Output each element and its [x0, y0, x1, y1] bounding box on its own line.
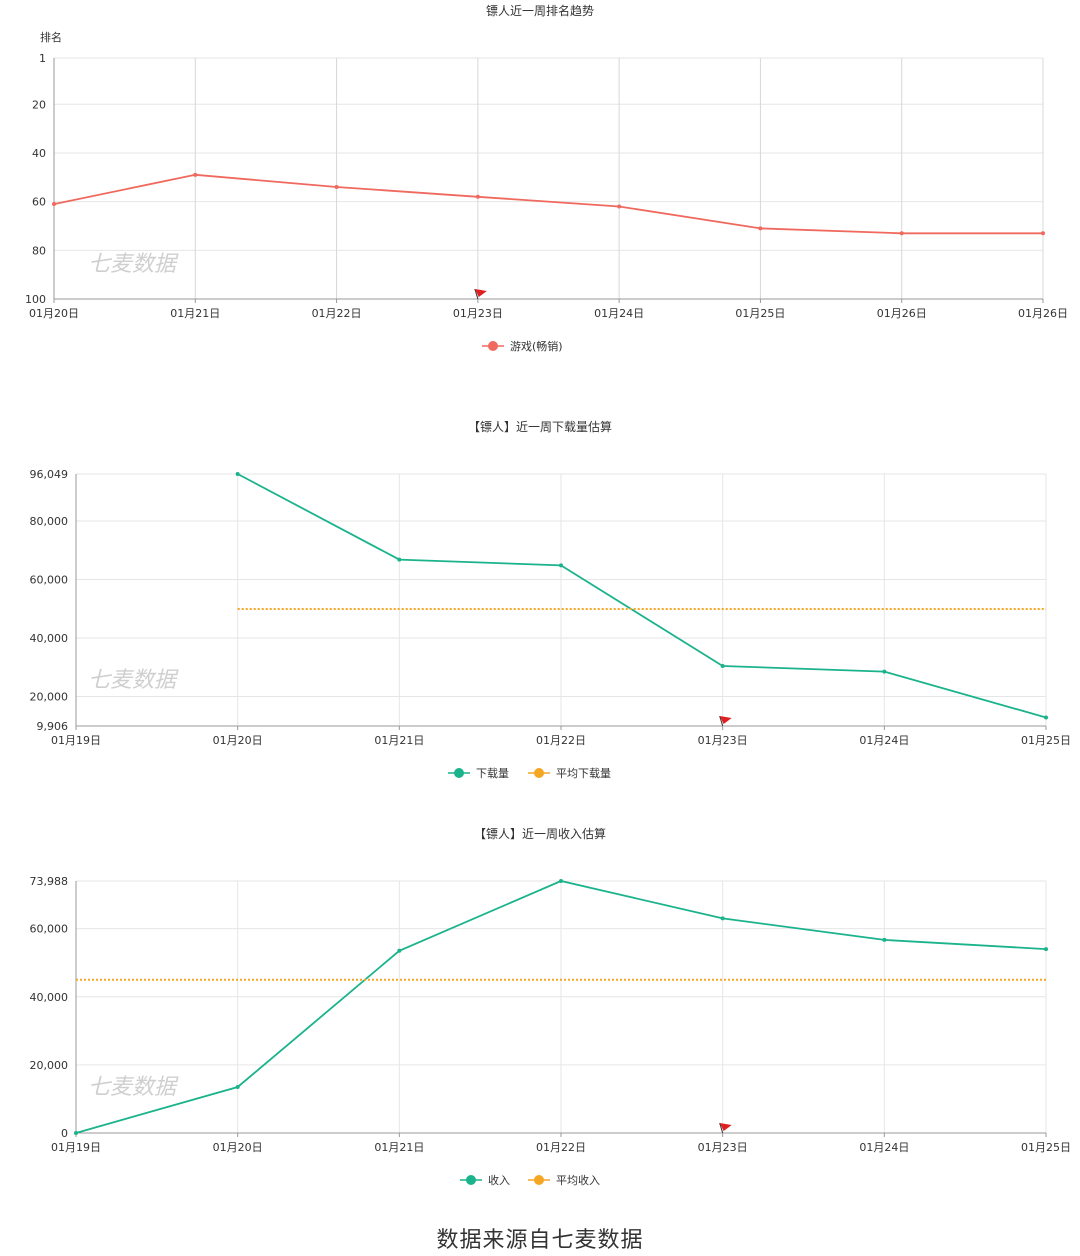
- legend-marker: [534, 1175, 544, 1185]
- data-point: [720, 916, 725, 921]
- y-tick-label: 40,000: [30, 991, 69, 1004]
- x-tick-label: 01月22日: [312, 307, 362, 320]
- data-point: [235, 472, 240, 476]
- data-point: [758, 226, 763, 231]
- watermark: 七麦数据: [88, 668, 179, 693]
- y-tick-label: 60,000: [30, 923, 69, 936]
- data-point: [334, 185, 339, 190]
- data-point: [559, 563, 563, 568]
- flag-pole: [719, 1122, 724, 1134]
- x-tick-label: 01月25日: [1021, 1141, 1071, 1154]
- data-point: [397, 557, 402, 562]
- x-tick-label: 01月26日: [1018, 307, 1068, 320]
- y-tick-label: 20: [32, 98, 46, 111]
- chart-title: 【镖人】近一周下载量估算: [468, 419, 612, 434]
- watermark: 七麦数据: [88, 1075, 179, 1100]
- download-estimate-chart: 【镖人】近一周下载量估算 9,906 20,000 40,000 60,000 80,00…: [30, 419, 1072, 780]
- legend-marker: [466, 1175, 476, 1185]
- legend-label: 收入: [488, 1173, 510, 1187]
- series-line: [53, 173, 1043, 235]
- legend-item: 平均收入: [528, 1173, 600, 1187]
- y-tick-label: 0: [61, 1127, 68, 1140]
- x-tick-label: 01月23日: [698, 734, 748, 747]
- x-tick-label: 01月23日: [698, 1141, 748, 1154]
- y-tick-label: 40,000: [30, 632, 69, 645]
- y-tick-label: 20,000: [30, 690, 69, 703]
- y-tick-label: 1: [39, 52, 46, 65]
- data-point: [74, 1131, 78, 1135]
- y-tick-label: 40: [32, 147, 46, 160]
- data-point: [475, 194, 480, 199]
- x-tick-label: 01月25日: [1021, 734, 1071, 747]
- legend-marker: [488, 341, 498, 351]
- x-tick-label: 01月21日: [170, 307, 220, 320]
- data-point: [559, 879, 563, 883]
- x-tick-label: 01月24日: [859, 734, 909, 747]
- y-axis-label: 排名: [40, 30, 62, 44]
- data-source-caption: 数据来源自七麦数据: [436, 1228, 644, 1253]
- x-tick-label: 01月20日: [213, 734, 263, 747]
- data-point: [235, 1085, 240, 1090]
- data-point: [899, 231, 904, 236]
- x-tick-label: 01月22日: [536, 1141, 586, 1154]
- x-tick-label: 01月24日: [859, 1141, 909, 1154]
- legend-marker: [534, 768, 544, 778]
- data-point: [720, 664, 725, 669]
- x-tick-label: 01月26日: [877, 307, 927, 320]
- legend-item: 游戏(畅销): [482, 339, 563, 353]
- x-tick-label: 01月23日: [453, 307, 503, 320]
- data-point: [617, 204, 622, 209]
- y-tick-label: 60,000: [30, 573, 69, 586]
- flag-pole: [719, 715, 724, 727]
- legend-marker: [454, 768, 464, 778]
- y-tick-label: 100: [25, 293, 46, 306]
- legend-label: 平均收入: [556, 1173, 600, 1187]
- y-tick-label: 20,000: [30, 1059, 69, 1072]
- x-tick-label: 01月25日: [735, 307, 785, 320]
- chart-title: 【镖人】近一周收入估算: [474, 826, 606, 841]
- x-tick-label: 01月19日: [51, 1141, 101, 1154]
- flag-icon: [474, 289, 487, 297]
- series-line: [237, 473, 1047, 719]
- x-tick-label: 01月22日: [536, 734, 586, 747]
- flag-icon: [719, 716, 732, 724]
- y-tick-label: 80,000: [30, 515, 69, 528]
- revenue-estimate-chart: 【镖人】近一周收入估算 0 20,000 40,000 60,000 73,988 01月1…: [30, 826, 1072, 1187]
- y-tick-label: 80: [32, 244, 46, 257]
- x-tick-label: 01月21日: [374, 1141, 424, 1154]
- data-point: [193, 172, 198, 177]
- data-point: [1041, 231, 1045, 236]
- legend-label: 平均下载量: [556, 767, 611, 780]
- data-point: [1044, 947, 1048, 952]
- data-point: [52, 202, 56, 207]
- x-tick-label: 01月21日: [374, 734, 424, 747]
- data-point: [397, 948, 402, 953]
- y-tick-label: 60: [32, 196, 46, 209]
- y-tick-label: 9,906: [37, 720, 69, 733]
- x-tick-label: 01月19日: [51, 734, 101, 747]
- legend-label: 下载量: [476, 767, 509, 780]
- x-tick-label: 01月20日: [213, 1141, 263, 1154]
- legend-label: 游戏(畅销): [510, 339, 563, 353]
- legend-item: 平均下载量: [528, 767, 611, 780]
- data-point: [1044, 715, 1048, 720]
- x-tick-label: 01月24日: [594, 307, 644, 320]
- y-tick-label: 73,988: [30, 875, 69, 888]
- flag-pole: [474, 288, 479, 300]
- watermark: 七麦数据: [88, 252, 179, 277]
- legend-item: 下载量: [448, 767, 509, 780]
- chart-title: 镖人近一周排名趋势: [486, 3, 594, 18]
- x-tick-label: 01月20日: [29, 307, 79, 320]
- flag-icon: [719, 1123, 732, 1131]
- legend-item: 收入: [460, 1173, 510, 1187]
- y-tick-label: 96,049: [30, 468, 69, 481]
- data-point: [882, 669, 887, 674]
- data-point: [882, 937, 887, 942]
